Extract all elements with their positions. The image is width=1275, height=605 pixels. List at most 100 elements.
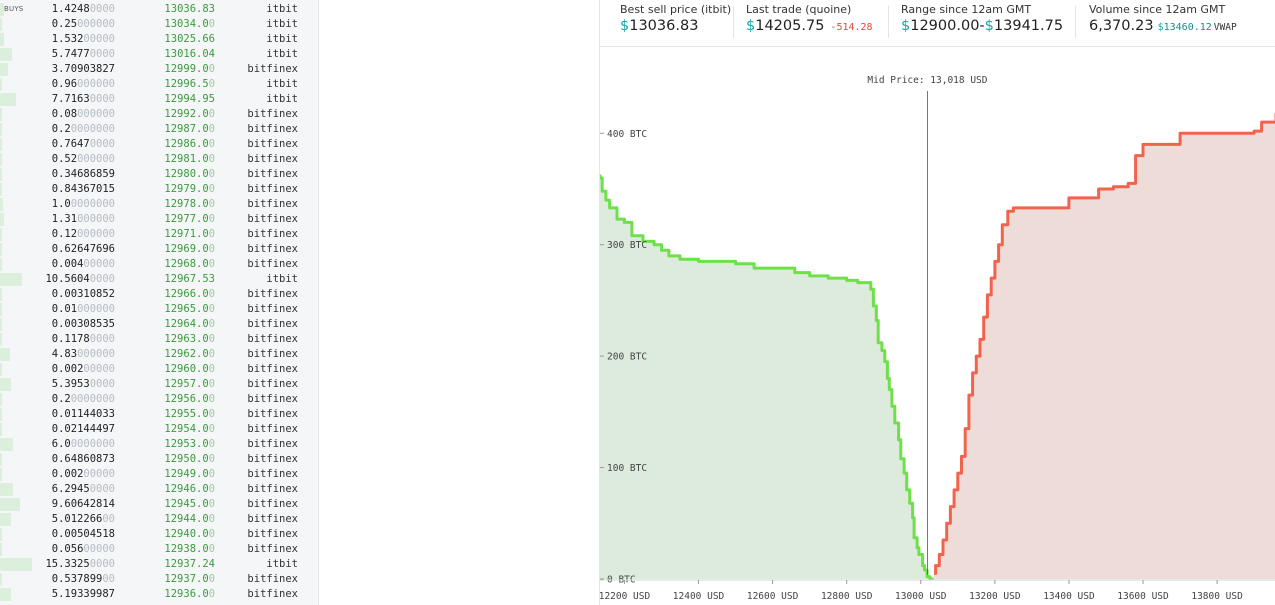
- order-amount-value: 1.532: [51, 33, 84, 45]
- volume-label: Volume since 12am GMT: [1089, 3, 1226, 16]
- order-book-row: 0.20000000 12956.00 bitfinex: [0, 392, 318, 407]
- order-price-value: 12962.0: [164, 348, 209, 360]
- order-price-value: 12977.0: [164, 213, 209, 225]
- order-amount-value: 1.0: [51, 198, 71, 210]
- order-price: 12967.53: [140, 272, 215, 287]
- best-sell-label: Best sell price (itbit): [620, 3, 732, 16]
- order-amount-padding: 00: [102, 573, 115, 585]
- order-book-row: 0.62647696 12969.00 bitfinex: [0, 242, 318, 257]
- order-price: 12968.00: [140, 257, 215, 272]
- order-price-value: 12986.0: [164, 138, 209, 150]
- order-price-padding: 0: [208, 573, 215, 585]
- order-price: 12955.00: [140, 407, 215, 422]
- range-value-row: $12900.00-$13941.75: [901, 18, 1063, 34]
- depth-bar: [0, 228, 2, 241]
- order-exchange: itbit: [266, 48, 298, 60]
- order-amount: 9.60642814: [30, 497, 115, 512]
- ask-depth-area: [934, 122, 1275, 579]
- order-price-padding: 0: [208, 213, 215, 225]
- order-amount-padding: 00000: [83, 33, 115, 45]
- order-price-value: 12957.0: [164, 378, 209, 390]
- last-trade-value-row: $14205.75 -514.28: [746, 18, 873, 34]
- order-price-value: 12981.0: [164, 153, 209, 165]
- volume-value-row: 6,370.23 $13460.12 VWAP: [1089, 18, 1237, 34]
- order-price-padding: 0: [208, 348, 215, 360]
- order-price-padding: 0: [208, 153, 215, 165]
- order-price-value: 12960.0: [164, 363, 209, 375]
- order-amount: 0.02144497: [30, 422, 115, 437]
- order-amount-value: 0.02144497: [51, 423, 115, 435]
- order-amount: 0.64860873: [30, 452, 115, 467]
- order-book-row: 5.19339987 12936.00 bitfinex: [0, 587, 318, 602]
- order-exchange: bitfinex: [247, 303, 298, 315]
- vwap-label: VWAP: [1213, 22, 1237, 33]
- order-book-row: 0.08000000 12992.00 bitfinex: [0, 107, 318, 122]
- order-book-row: 0.53789900 12937.00 bitfinex: [0, 572, 318, 587]
- depth-bar: [0, 513, 11, 526]
- order-amount-padding: 0000000: [70, 438, 115, 450]
- order-amount-value: 6.2945: [51, 483, 90, 495]
- order-amount-padding: 000000: [77, 78, 115, 90]
- order-price-padding: 0: [208, 528, 215, 540]
- order-book-row: 0.12000000 12971.00 bitfinex: [0, 227, 318, 242]
- order-exchange: bitfinex: [247, 363, 298, 375]
- order-exchange: bitfinex: [247, 108, 298, 120]
- depth-bar: [0, 153, 2, 166]
- order-amount: 0.00400000: [30, 257, 115, 272]
- order-exchange: bitfinex: [247, 228, 298, 240]
- order-book-row: 0.00308535 12964.00 bitfinex: [0, 317, 318, 332]
- order-exchange: bitfinex: [247, 213, 298, 225]
- order-book-row: 0.11780000 12963.00 bitfinex: [0, 332, 318, 347]
- depth-bar: [0, 408, 2, 421]
- order-exchange: bitfinex: [247, 288, 298, 300]
- market-panel: Best sell price (itbit) $13036.83 Last t…: [599, 0, 1275, 605]
- order-book-row: 0.34686859 12980.00 bitfinex: [0, 167, 318, 182]
- order-price-padding: 0: [208, 588, 215, 600]
- order-amount: 0.62647696: [30, 242, 115, 257]
- x-tick-label: 13600 USD: [1117, 591, 1169, 602]
- depth-bar: [0, 138, 3, 151]
- order-price-padding: 0: [208, 543, 215, 555]
- order-price: 12937.24: [140, 557, 215, 572]
- order-price-value: 12946.0: [164, 483, 209, 495]
- order-price-padding: 0: [208, 303, 215, 315]
- order-amount-value: 0.2: [51, 393, 71, 405]
- order-amount-value: 5.012266: [51, 513, 103, 525]
- order-price-padding: 0: [208, 318, 215, 330]
- depth-bar: [0, 378, 12, 391]
- order-price-padding: 0: [208, 123, 215, 135]
- order-price-value: 12978.0: [164, 198, 209, 210]
- order-amount: 0.20000000: [30, 392, 115, 407]
- order-price: 12977.00: [140, 212, 215, 227]
- order-amount-padding: 0000: [89, 93, 115, 105]
- order-amount-padding: 0000: [89, 378, 115, 390]
- depth-bar: [0, 108, 2, 121]
- order-amount-padding: 000000: [77, 153, 115, 165]
- order-price-value: 12980.0: [164, 168, 209, 180]
- order-amount: 10.56040000: [30, 272, 115, 287]
- order-amount: 5.01226600: [30, 512, 115, 527]
- order-book-row: 5.39530000 12957.00 bitfinex: [0, 377, 318, 392]
- order-price: 12978.00: [140, 197, 215, 212]
- order-book-row: 0.01144033 12955.00 bitfinex: [0, 407, 318, 422]
- order-price-value: 12979.0: [164, 183, 209, 195]
- order-exchange: bitfinex: [247, 573, 298, 585]
- order-book-row: 0.00200000 12960.00 bitfinex: [0, 362, 318, 377]
- order-price: 12938.00: [140, 542, 215, 557]
- order-exchange: bitfinex: [247, 318, 298, 330]
- order-price: 12945.00: [140, 497, 215, 512]
- order-price-value: 12937.24: [164, 558, 215, 570]
- depth-bar: [0, 183, 3, 196]
- depth-bar: [0, 498, 20, 511]
- order-amount: 0.53789900: [30, 572, 115, 587]
- order-price: 12992.00: [140, 107, 215, 122]
- last-trade-change: -514.28: [830, 22, 873, 33]
- order-amount-value: 0.01: [51, 303, 78, 315]
- depth-bar: [0, 288, 2, 301]
- order-price-value: 12994.95: [164, 93, 215, 105]
- depth-bar: [0, 243, 2, 256]
- order-price: 12963.00: [140, 332, 215, 347]
- order-amount: 0.84367015: [30, 182, 115, 197]
- order-amount-padding: 000000: [77, 303, 115, 315]
- order-price: 12969.00: [140, 242, 215, 257]
